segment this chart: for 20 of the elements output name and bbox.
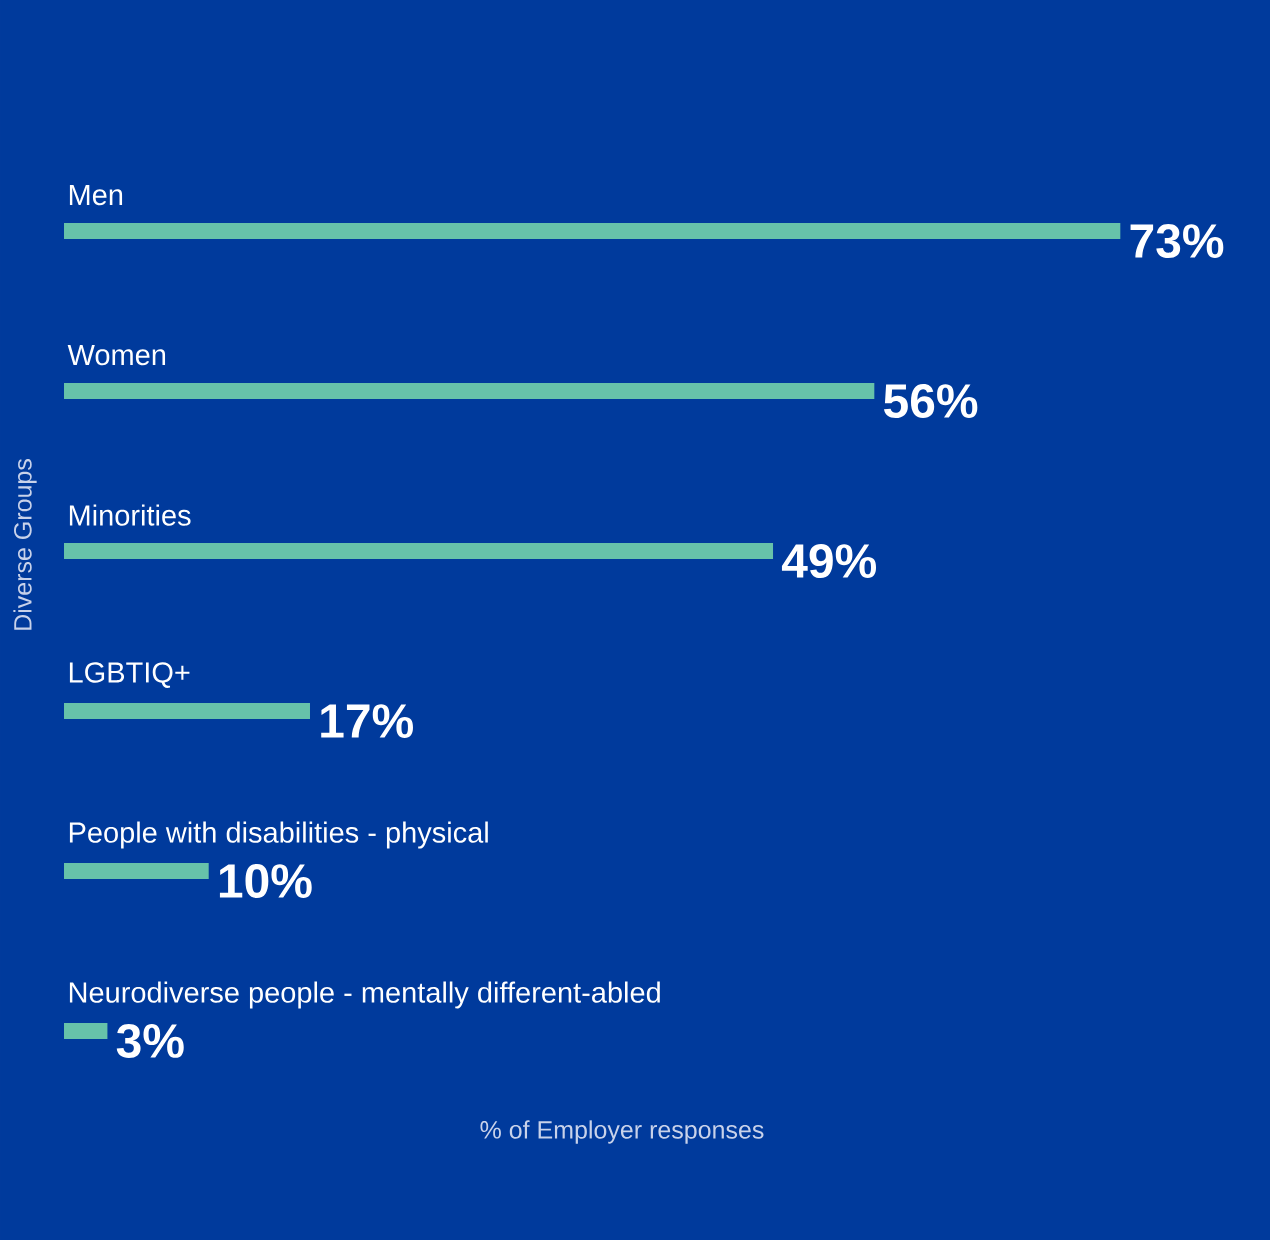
bar xyxy=(64,223,1121,240)
y-axis-title: Diverse Groups xyxy=(13,459,37,630)
bar xyxy=(64,1023,108,1040)
data-label: 73% xyxy=(1130,224,1224,259)
data-label: 56% xyxy=(883,384,978,419)
x-axis-title: % of Employer responses xyxy=(480,1120,764,1144)
y-tick-label: Men xyxy=(69,184,123,206)
bar xyxy=(64,383,875,400)
bar xyxy=(64,703,310,720)
y-tick-label: Women xyxy=(67,344,166,366)
y-tick-label: People with disabilities - physical xyxy=(69,821,488,849)
y-tick-label: Neurodiverse people - mentally different-abled xyxy=(69,981,660,1009)
data-label: 49% xyxy=(781,544,877,579)
data-label: 17% xyxy=(321,704,413,738)
y-tick-label: LGBTIQ+ xyxy=(69,662,190,688)
data-label: 3% xyxy=(116,1023,184,1059)
y-tick-label: Minorities xyxy=(69,504,191,526)
bar xyxy=(64,543,774,560)
bar xyxy=(64,863,209,880)
data-label: 10% xyxy=(219,864,312,899)
